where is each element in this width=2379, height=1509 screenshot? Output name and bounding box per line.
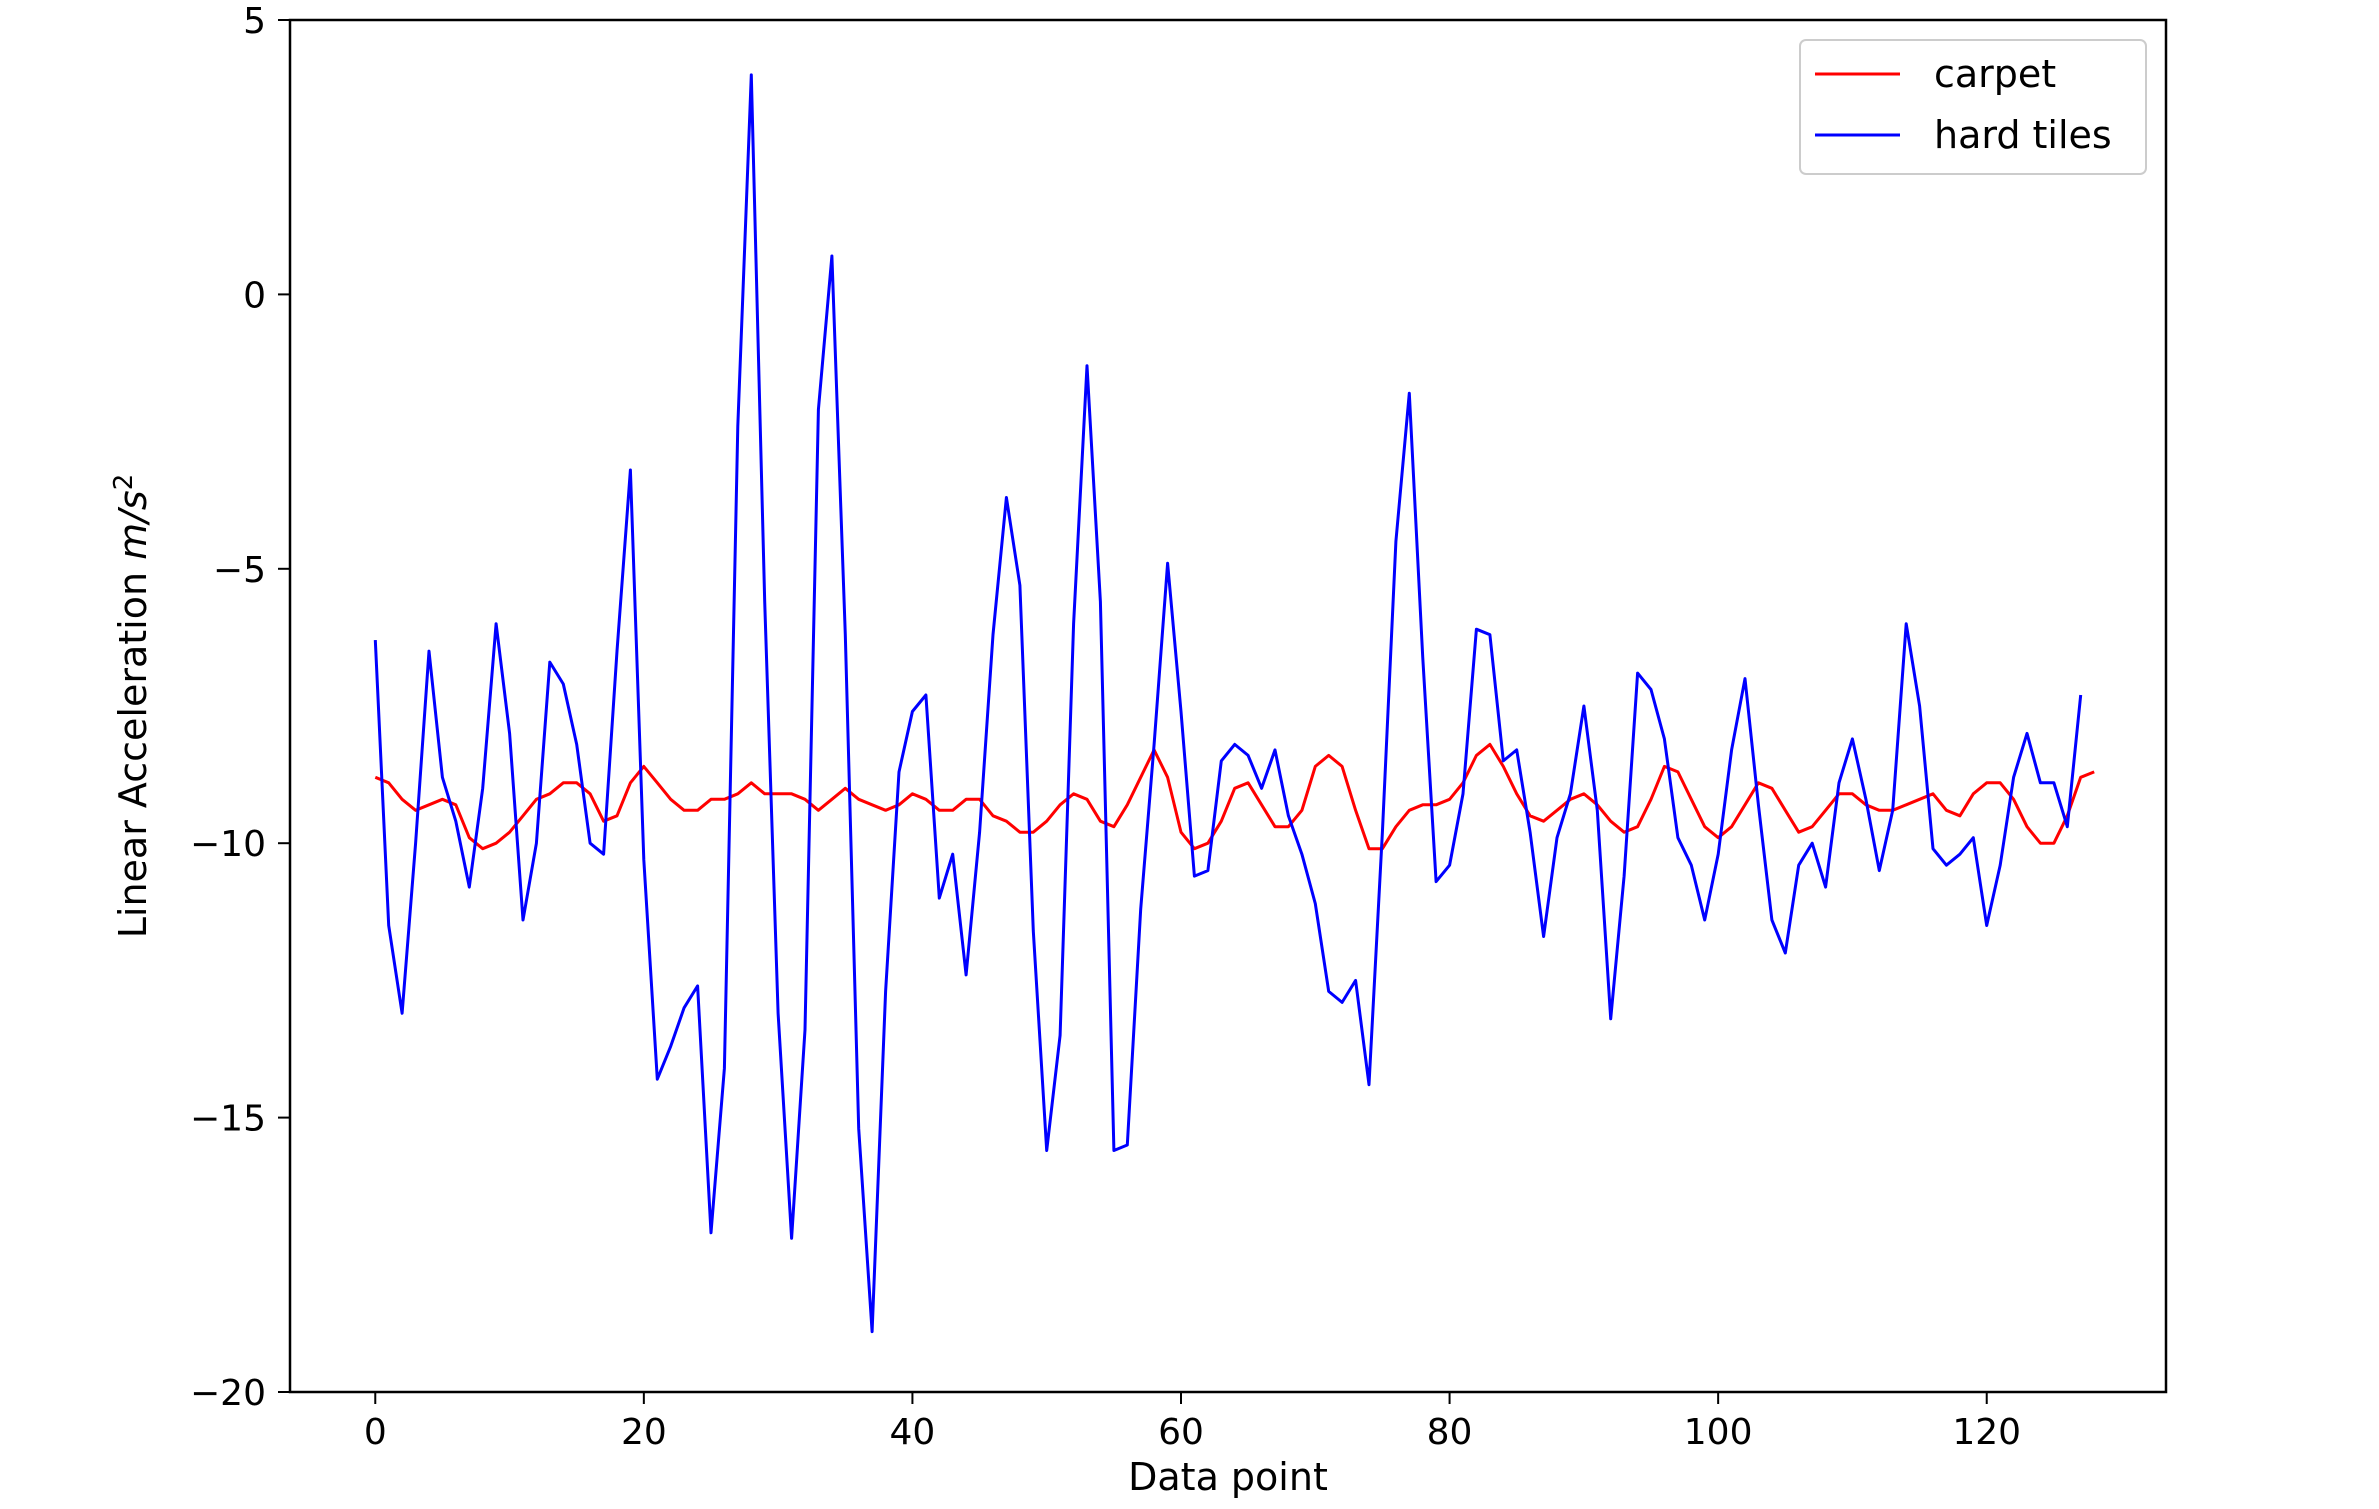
x-tick-label: 60 — [1158, 1412, 1204, 1453]
plot-frame — [288, 18, 2168, 1394]
y-axis: 5 0 −5 −10 −15 −20 — [190, 1, 290, 1414]
x-tick-label: 20 — [621, 1412, 667, 1453]
x-tick-label: 120 — [1952, 1412, 2021, 1453]
x-tick-label: 80 — [1427, 1412, 1473, 1453]
legend-label-hard-tiles: hard tiles — [1934, 113, 2112, 157]
series-line-carpet — [374, 742, 2095, 851]
y-tick-label: −20 — [190, 1373, 266, 1414]
series-layer — [373, 73, 2095, 1334]
series-line-hard-tiles — [373, 73, 2083, 1334]
y-tick-label: −15 — [190, 1099, 266, 1140]
y-tick-label: −5 — [213, 550, 266, 591]
y-axis-label-prefix: Linear Acceleration — [111, 560, 155, 938]
legend-label-carpet: carpet — [1934, 52, 2056, 96]
plot-background — [290, 20, 2166, 1392]
x-tick-label: 40 — [890, 1412, 936, 1453]
y-axis-label-exponent: 2 — [109, 474, 139, 491]
y-tick-label: 5 — [243, 1, 266, 42]
x-tick-label: 0 — [364, 1412, 387, 1453]
y-tick-label: 0 — [243, 275, 266, 316]
y-axis-label-unit: m/s — [111, 490, 155, 560]
legend: carpet hard tiles — [1799, 39, 2147, 175]
x-axis-label: Data point — [1128, 1455, 1328, 1499]
x-axis: 0 20 40 60 80 100 120 — [364, 1392, 2021, 1453]
y-axis-label: Linear Acceleration m/s2 — [109, 474, 155, 939]
y-tick-label: −10 — [190, 824, 266, 865]
x-tick-label: 100 — [1684, 1412, 1753, 1453]
